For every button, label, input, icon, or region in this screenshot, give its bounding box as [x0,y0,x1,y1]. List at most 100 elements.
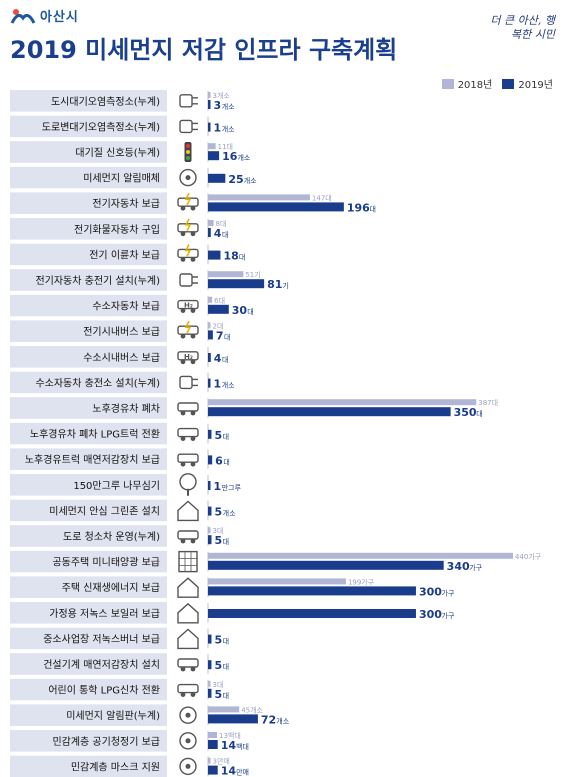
category-label: 전기화물자동차 구입 [74,223,160,236]
category-band [10,704,167,726]
value-label-2018: 199가구 [348,577,375,586]
bar-2019 [208,378,211,388]
category-label: 전기자동차 충전기 설치(누계) [35,275,160,287]
bar-2018 [208,757,211,764]
category-label: 노후경유차 폐차 LPG트럭 전환 [30,428,160,441]
category-band [10,320,167,342]
value-label-2019: 340 [447,560,470,573]
svg-text:H₂: H₂ [184,302,193,310]
value-label-2019: 5 [214,688,222,701]
value-label-2018: 147대 [312,194,332,202]
bar-2018 [208,296,213,303]
value-unit-2019: 가구 [469,563,482,572]
category-label: 150만그루 나무심기 [73,480,160,492]
value-unit-2019: 대 [223,433,229,441]
city-slogan: 더 큰 아산, 행복한 시민 [490,14,555,41]
category-label: 노후경유차 폐차 [92,402,160,415]
bar-2019 [208,481,211,490]
category-band [10,576,167,598]
value-unit-2019: 만매 [236,768,249,777]
value-unit-2019: 대 [239,254,245,262]
bar-2019 [208,330,213,340]
category-label: 도시대기오염측정소(누계) [51,96,160,108]
page-title: 2019 미세먼지 저감 인프라 구축계획 [10,36,398,64]
hydrogen-car-icon: H₂ [177,299,199,313]
value-label-2019: 350 [454,406,477,419]
lpg-truck-icon [177,427,199,441]
legend-item-2018: 2018년 [441,76,493,91]
value-label-2019: 196 [347,201,370,214]
category-label: 미세먼지 알림판(누계) [66,710,160,722]
bar-2018 [208,527,211,534]
category-band [10,448,167,470]
hydrogen-station-icon [179,375,198,390]
value-label-2019: 72 [261,713,276,726]
bar-2018 [208,732,218,738]
bar-2018 [208,271,244,278]
bar-2019 [208,609,416,618]
green-house-icon [177,500,199,522]
value-label-2019: 16 [222,150,238,163]
category-band [10,218,167,240]
bar-2018 [208,680,211,687]
category-band [10,346,167,368]
roadside-station-icon [179,119,198,134]
category-label: 어린이 통학 LPG신차 전환 [48,685,160,697]
category-label: 가정용 저녹스 보일러 보급 [49,608,160,620]
category-band [10,90,167,112]
value-unit-2019: 개소 [222,381,235,390]
category-band [10,525,167,547]
category-label: 중소사업장 저녹스버너 보급 [43,632,160,645]
bar-2019 [208,407,451,417]
svg-text:H₂: H₂ [184,353,193,361]
value-label-2019: 5 [214,659,222,672]
bar-2019 [208,740,218,749]
legend-swatch-2019 [502,78,515,89]
value-label-2019: 1 [214,122,222,135]
bar-2018 [208,552,513,559]
category-label: 전기시내버스 보급 [83,326,160,338]
bar-2018 [208,706,240,713]
value-label-2018: 11대 [218,143,233,151]
category-label: 도로변대기오염측정소(누계) [42,121,160,133]
category-band [10,294,167,317]
electric-car-icon [177,192,199,211]
value-unit-2019: 대 [369,205,375,213]
value-unit-2019: 대 [224,333,230,341]
charging-plug-icon [179,273,198,287]
value-label-2019: 6 [215,454,223,467]
pig-mascot-icon [179,168,197,187]
category-band [10,499,167,522]
hydrogen-bus-icon: H₂ [177,351,199,365]
category-label: 공동주택 미니태양광 보급 [52,557,160,569]
category-band [10,166,167,189]
bar-2019 [208,765,218,775]
bar-2019 [208,279,265,289]
value-unit-2019: 개소 [223,509,236,518]
category-band [10,602,167,624]
value-label-2019: 18 [223,250,238,263]
bar-2019 [208,122,211,132]
value-label-2019: 1 [214,378,222,391]
value-unit-2019: 대 [223,538,229,546]
electric-motorcycle-icon [177,244,199,262]
category-band [10,730,167,752]
value-unit-2019: 가구 [442,611,455,620]
category-band [10,678,167,701]
value-label-2018: 3대 [213,681,224,689]
value-label-2018: 2대 [213,322,224,330]
value-label-2019: 7 [216,329,224,342]
value-label-2019: 300 [419,608,442,621]
value-unit-2019: 개소 [222,102,235,111]
bar-2018 [208,578,346,585]
value-label-2018: 387대 [478,399,498,407]
electric-bus-icon [177,320,199,339]
monitoring-station-icon [179,94,198,108]
category-band [10,474,167,496]
bar-2018 [208,194,310,201]
value-unit-2019: 대 [476,410,482,418]
category-band [10,192,167,214]
mask-icon [179,757,197,776]
category-label: 도로 청소차 운영(누계) [63,531,160,543]
legend-label-2018: 2018년 [457,80,493,91]
